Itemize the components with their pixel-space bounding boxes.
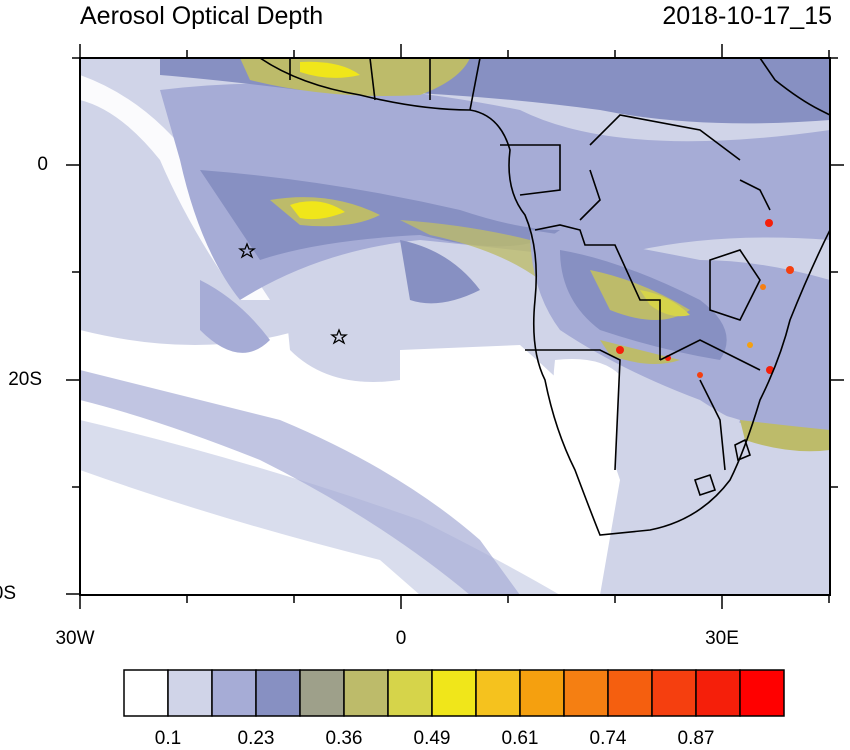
colorbar-swatch: [123, 669, 169, 717]
star-marker-2: [330, 328, 348, 345]
axis-ticks: [66, 44, 844, 609]
colorbar-swatch: [431, 669, 477, 717]
colorbar-label: 0.36: [325, 728, 363, 749]
ytick-20s: 20S: [8, 369, 42, 390]
star-marker-1: [238, 242, 256, 259]
colorbar: [123, 669, 785, 717]
ytick-0: 0: [37, 154, 48, 175]
colorbar-label: 0.1: [154, 728, 182, 749]
colorbar-label: 0.74: [589, 728, 627, 749]
colorbar-label: 0.49: [413, 728, 451, 749]
aod-field: [80, 58, 830, 595]
colorbar-swatch: [343, 669, 389, 717]
xtick-30e: 30E: [705, 628, 739, 649]
colorbar-label: 0.61: [501, 728, 539, 749]
colorbar-swatch: [519, 669, 565, 717]
coastlines: [259, 58, 830, 536]
colorbar-swatch: [651, 669, 697, 717]
colorbar-swatch: [475, 669, 521, 717]
title-left: Aerosol Optical Depth: [80, 2, 324, 30]
colorbar-swatch: [255, 669, 301, 717]
colorbar-swatch: [167, 669, 213, 717]
colorbar-swatch: [695, 669, 741, 717]
title-right: 2018-10-17_15: [662, 2, 832, 30]
colorbar-label: 0.87: [677, 728, 715, 749]
colorbar-label: 0.23: [237, 728, 275, 749]
colorbar-swatch: [387, 669, 433, 717]
xtick-0: 0: [395, 628, 407, 649]
colorbar-swatch: [739, 669, 785, 717]
colorbar-swatch: [563, 669, 609, 717]
colorbar-swatch: [299, 669, 345, 717]
colorbar-swatch: [211, 669, 257, 717]
ytick-40s: 40S: [0, 583, 16, 604]
colorbar-swatch: [607, 669, 653, 717]
xtick-30w: 30W: [55, 628, 95, 649]
